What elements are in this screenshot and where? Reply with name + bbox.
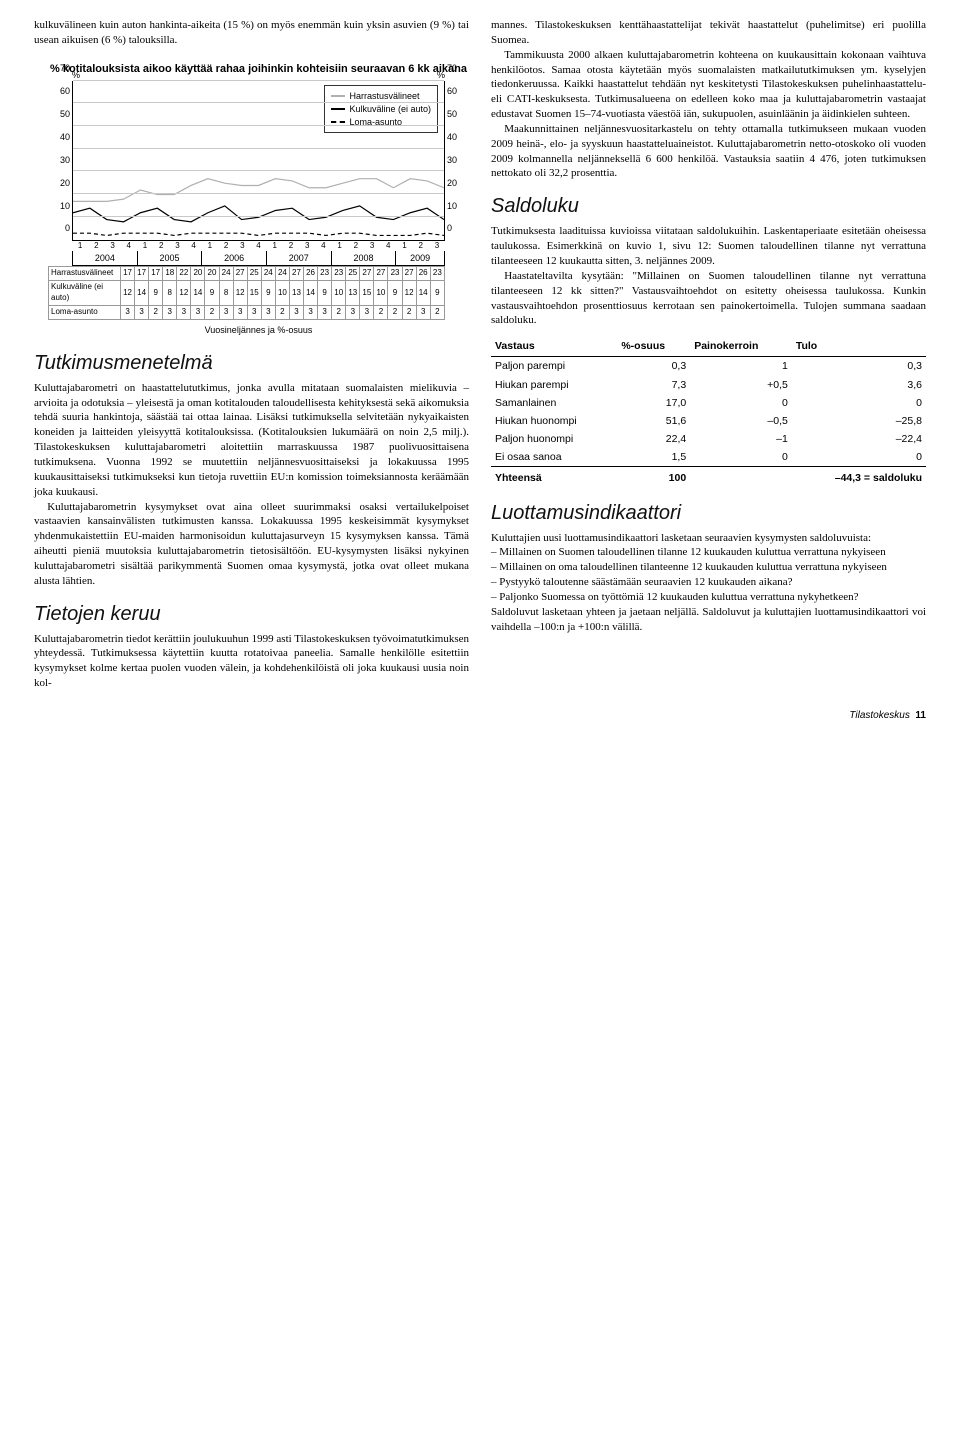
luotto-li3: Pystyykö taloutenne säästämään seuraavie… (491, 575, 926, 590)
luotto-p2: Saldoluvut lasketaan yhteen ja jaetaan n… (491, 605, 926, 635)
yaxis-right: 010203040506070 (445, 81, 469, 241)
chart-block: % kotitalouksista aikoo käyttää rahaa jo… (48, 62, 469, 336)
right-p1c: Maakunnittainen neljännesvuositarkastelu… (491, 122, 926, 181)
chart-data-table: Harrastusvälineet17171718222020242725242… (48, 266, 445, 319)
footer-source: Tilastokeskus (849, 710, 910, 721)
right-p1a: mannes. Tilastokeskuksen kenttähaastatte… (491, 18, 926, 48)
legend-harrastus: Harrastusvälineet (349, 90, 419, 102)
legend-loma: Loma-asunto (349, 116, 402, 128)
heading-tietojen-keruu: Tietojen keruu (34, 601, 469, 628)
plot-area: Harrastusvälineet Kulkuväline (ei auto) … (72, 81, 445, 241)
tietojen-keruu-p: Kuluttajabarometrin tiedot kerättiin jou… (34, 632, 469, 691)
luotto-list: Millainen on Suomen taloudellinen tilann… (491, 545, 926, 604)
heading-saldoluku: Saldoluku (491, 193, 926, 220)
axis-caption: Vuosineljännes ja %-osuus (48, 324, 469, 336)
page-footer: Tilastokeskus 11 (34, 709, 926, 723)
saldoluku-p2: Haastateltavilta kysytään: "Millainen on… (491, 269, 926, 328)
luotto-li4: Paljonko Suomessa on työttömiä 12 kuukau… (491, 590, 926, 605)
tutkimusmenetelma-p1: Kuluttajabarometri on haastattelututkimu… (34, 381, 469, 500)
xaxis-years: 200420052006200720082009 (72, 251, 445, 266)
chart-plot-wrap: % % 010203040506070 Harrastusvälineet Ku… (48, 81, 469, 241)
right-p1b: Tammikuusta 2000 alkaen kuluttajabaromet… (491, 48, 926, 122)
right-column: mannes. Tilastokeskuksen kenttähaastatte… (491, 18, 926, 691)
heading-tutkimusmenetelma: Tutkimusmenetelmä (34, 350, 469, 377)
vastaus-table: Vastaus%-osuusPainokerroinTulo Paljon pa… (491, 336, 926, 487)
saldoluku-p1: Tutkimuksesta laadituissa kuvioissa viit… (491, 224, 926, 269)
xaxis-quarters: 12341234123412341234123 (72, 241, 445, 252)
legend-kulku: Kulkuväline (ei auto) (349, 103, 431, 115)
left-column: kulkuvälineen kuin auton hankinta-aikeit… (34, 18, 469, 691)
tutkimusmenetelma-p2: Kuluttajabarometrin kysymykset ovat aina… (34, 500, 469, 589)
footer-page: 11 (915, 710, 926, 721)
luotto-li1: Millainen on Suomen taloudellinen tilann… (491, 545, 926, 560)
chart-title: % kotitalouksista aikoo käyttää rahaa jo… (48, 62, 469, 77)
page-two-column: kulkuvälineen kuin auton hankinta-aikeit… (34, 18, 926, 691)
luotto-p1: Kuluttajien uusi luottamusindikaattori l… (491, 531, 926, 546)
yaxis-left: 010203040506070 (48, 81, 72, 241)
luotto-li2: Millainen on oma taloudellinen tilanteen… (491, 560, 926, 575)
left-intro: kulkuvälineen kuin auton hankinta-aikeit… (34, 18, 469, 48)
heading-luottamusindikaattori: Luottamusindikaattori (491, 500, 926, 527)
